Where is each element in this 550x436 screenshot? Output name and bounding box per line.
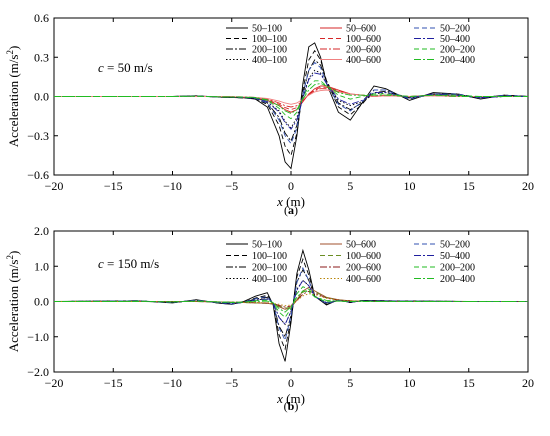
legend-label: 100–600: [346, 251, 381, 262]
x-tick-label: 10: [404, 376, 416, 390]
y-tick-label: 2.0: [34, 224, 49, 238]
panel-b: −20 −15 −10 −5 0 5 10 15 20 −2.0 −1.0 0.0 1.0 2.0 50–1…: [5, 224, 534, 413]
speed-annotation: c = 150 m/s: [98, 256, 159, 271]
legend-label: 50–600: [346, 24, 376, 35]
panel-a: −20 −15 −10 −5 0 5 10 15 20 −0.6 −0.3 0.0 0.3 0.6 50–1…: [5, 11, 534, 217]
y-tick-label: 1.0: [34, 259, 49, 273]
legend-label: 200–600: [346, 45, 381, 56]
series-line-400-600: [54, 293, 528, 307]
legend-label: 200–100: [252, 263, 287, 274]
series-line-200-600: [54, 290, 528, 308]
legend-label: 100–100: [252, 251, 287, 262]
x-tick-label: −10: [163, 179, 182, 193]
legend-label: 400–100: [252, 55, 287, 66]
legend-label: 200–200: [440, 263, 475, 274]
legend-label: 400–600: [346, 55, 381, 66]
x-tick-label: 0: [288, 376, 294, 390]
x-axis-label: x (m): [276, 194, 305, 209]
x-tick-label: 20: [522, 376, 534, 390]
x-tick-label: 15: [463, 376, 475, 390]
legend-label: 50–100: [252, 240, 282, 251]
legend-label: 100–100: [252, 34, 287, 45]
series-line-400-600: [54, 89, 528, 105]
legend-label: 50–600: [346, 240, 376, 251]
legend-label: 50–400: [440, 251, 470, 262]
y-tick-label: −0.3: [27, 129, 49, 143]
legend-label: 200–400: [440, 274, 475, 285]
panel-caption: (a): [284, 203, 298, 217]
series-group: [54, 248, 528, 362]
y-tick-label: 0.6: [34, 11, 49, 25]
series-group: [54, 42, 528, 170]
series-line-200-400: [54, 82, 528, 115]
x-tick-label: 10: [404, 179, 416, 193]
legend-label: 50–400: [440, 34, 470, 45]
legend-label: 200–400: [440, 55, 475, 66]
y-axis-label: Acceleration (m/s2): [5, 46, 21, 148]
legend-label: 100–600: [346, 34, 381, 45]
x-tick-label: −15: [104, 179, 123, 193]
series-line-200-400: [54, 290, 528, 313]
legend-label: 50–100: [252, 24, 282, 35]
x-axis-label: x (m): [276, 391, 305, 406]
x-tick-label: −5: [225, 376, 238, 390]
legend-label: 200–100: [252, 45, 287, 56]
x-tick-label: −20: [45, 179, 64, 193]
x-tick-label: 15: [463, 179, 475, 193]
speed-annotation: c = 50 m/s: [98, 60, 153, 75]
series-line-200-600: [54, 88, 528, 108]
legend-label: 400–100: [252, 274, 287, 285]
x-tick-label: −5: [225, 179, 238, 193]
series-line-100-600: [54, 86, 528, 111]
series-line-50-600: [54, 85, 528, 113]
series-line-400-100: [54, 69, 528, 129]
legend-label: 200–600: [346, 263, 381, 274]
x-tick-label: 0: [288, 179, 294, 193]
x-tick-label: 5: [347, 376, 353, 390]
y-tick-label: −1.0: [27, 330, 49, 344]
legend-label: 200–200: [440, 45, 475, 56]
x-tick-label: −15: [104, 376, 123, 390]
series-line-50-400: [54, 72, 528, 130]
y-tick-label: −0.6: [27, 168, 49, 182]
x-tick-label: −20: [45, 376, 64, 390]
y-axis-label: Acceleration (m/s2): [5, 251, 21, 353]
x-tick-label: −10: [163, 376, 182, 390]
legend-label: 400–600: [346, 274, 381, 285]
panel-caption: (b): [284, 399, 299, 413]
y-tick-label: 0.0: [34, 90, 49, 104]
legend-label: 50–200: [440, 24, 470, 35]
series-line-200-200: [54, 80, 528, 120]
legend-label: 50–200: [440, 240, 470, 251]
series-line-100-600: [54, 288, 528, 309]
y-tick-label: −2.0: [27, 365, 49, 379]
y-tick-label: 0.0: [34, 295, 49, 309]
y-tick-label: 0.3: [34, 50, 49, 64]
series-line-200-200: [54, 286, 528, 319]
x-tick-label: 20: [522, 179, 534, 193]
x-tick-label: 5: [347, 179, 353, 193]
